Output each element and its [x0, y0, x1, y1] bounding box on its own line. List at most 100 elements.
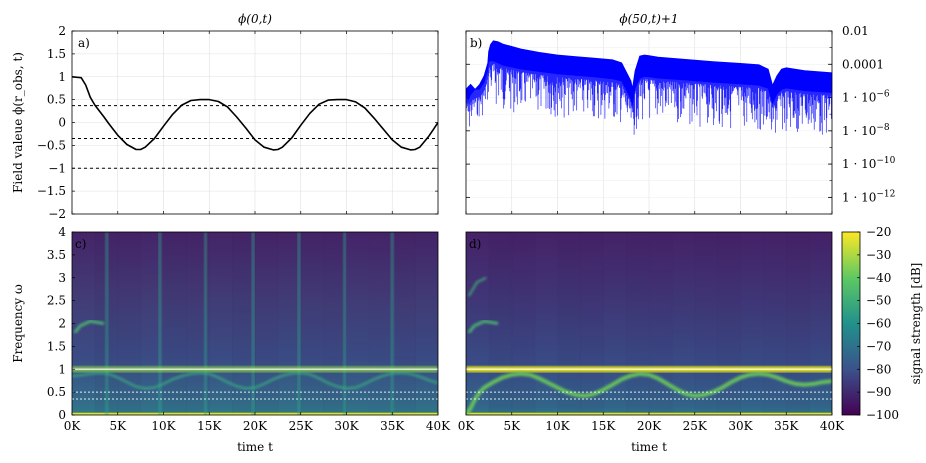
y-tick-label: 1 · 10−6	[842, 90, 890, 105]
heatmap-branch	[466, 371, 832, 415]
y-tick-label: 2	[58, 24, 66, 38]
panel-a: 2 1.5 1 0.5 0 −0.5 −1 −1.5 −2 a) ϕ(0,t) Field valeu…	[11, 12, 439, 221]
plot-frame	[465, 231, 833, 416]
y-tick-label: 1 · 10−12	[842, 189, 895, 204]
heatmap-band	[763, 232, 787, 415]
y-tick-label: −2	[48, 207, 66, 221]
panel-b: 0.01 0.0001 1 · 10−6 1 · 10−8 1 · 10−10 1 · 1…	[465, 12, 896, 215]
heatmap-band	[740, 232, 764, 415]
heatmap-streak	[158, 232, 162, 415]
y-axis-label: Frequency ω	[11, 284, 25, 363]
colorbar-tick-label: −90	[866, 385, 891, 399]
colorbar-tick-label: −30	[866, 248, 891, 262]
series-line	[466, 40, 832, 91]
y-tick-label: 3.5	[47, 248, 66, 262]
panel-label: d)	[469, 237, 481, 251]
x-tick-label: 10K	[545, 419, 570, 433]
colorbar-tick-label: −20	[866, 225, 891, 239]
heatmap-band	[809, 232, 832, 415]
y-tick-label: 1 · 10−8	[842, 123, 890, 138]
colorbar-label: signal strength [dB]	[909, 263, 923, 385]
heatmap-band	[626, 232, 650, 415]
heatmap-streak	[251, 232, 255, 415]
colorbar-tick-label: −40	[866, 271, 891, 285]
heatmap-band	[300, 232, 325, 415]
y-tick-label: 2.5	[47, 294, 66, 308]
x-tick-label: 0K	[64, 419, 82, 433]
heatmap-early-harmonic-2	[467, 276, 487, 297]
panel-title: ϕ(0,t)	[238, 12, 272, 26]
colorbar: −20 −30 −40 −50 −60 −70 −80 −90 −100 signal stren…	[841, 225, 923, 422]
y-axis-label: Field valeue ϕ(r_obs, t)	[11, 52, 25, 193]
heatmap-band	[694, 232, 719, 415]
x-tick-label: 40K	[820, 419, 845, 433]
heatmap-area	[72, 232, 438, 415]
heatmap-streak	[105, 232, 109, 415]
y-tick-label: 1 · 10−10	[842, 156, 896, 171]
heatmap-streak	[204, 232, 208, 415]
colorbar-tick-label: −70	[866, 339, 891, 353]
x-tick-label: 0K	[458, 419, 476, 433]
plot-frame	[71, 30, 439, 215]
y-tick-label: 0.0001	[842, 57, 884, 71]
x-tick-label: 30K	[334, 419, 359, 433]
x-tick-label: 10K	[151, 419, 176, 433]
heatmap-band	[369, 232, 393, 415]
heatmap-band	[255, 232, 279, 415]
series-line	[72, 76, 438, 151]
colorbar-tick-label: −80	[866, 362, 891, 376]
heatmap-band	[163, 232, 187, 415]
x-tick-label: 35K	[380, 419, 405, 433]
x-tick-label: 25K	[289, 419, 314, 433]
x-tick-label: 15K	[197, 419, 222, 433]
series-spikes	[466, 41, 832, 135]
colorbar-tick-label: −60	[866, 317, 891, 331]
x-tick-label: 40K	[426, 419, 451, 433]
plot-area	[466, 40, 832, 135]
heatmap-early-harmonic	[73, 319, 105, 334]
y-tick-label: −0.5	[37, 138, 66, 152]
heatmap-band	[415, 232, 438, 415]
plot-area	[72, 76, 438, 169]
panel-label: c)	[75, 237, 86, 251]
y-tick-label: 1	[58, 70, 66, 84]
x-tick-label: 5K	[503, 419, 521, 433]
panel-c: 0K 5K 10K 15K 20K 25K 30K 35K 40K 4 3.5 3 2.5 2 1.5 1 0.…	[11, 225, 451, 454]
x-tick-label: 20K	[243, 419, 268, 433]
panel-title: ϕ(50,t)+1	[619, 12, 678, 26]
y-tick-label: 0.5	[47, 385, 66, 399]
x-axis-label: time t	[237, 440, 273, 454]
heatmap-early-harmonic	[467, 319, 499, 334]
y-tick-label: 0.01	[842, 24, 869, 38]
y-tick-label: 3	[58, 271, 66, 285]
panel-d: 0K 5K 10K 15K 20K 25K 30K 35K 40K d) time t	[458, 231, 845, 454]
y-tick-label: 0.5	[47, 93, 66, 107]
plot-frame	[71, 231, 439, 416]
y-tick-label: 1	[58, 362, 66, 376]
x-tick-label: 20K	[637, 419, 662, 433]
panel-label: a)	[78, 36, 90, 50]
panel-label: b)	[470, 36, 482, 50]
y-tick-label: 1.5	[47, 47, 66, 61]
y-tick-label: −1.5	[37, 184, 66, 198]
colorbar-tick-label: −100	[866, 408, 899, 422]
y-tick-label: 4	[58, 225, 66, 239]
x-axis-label: time t	[631, 440, 667, 454]
heatmap-band	[786, 232, 810, 415]
y-tick-label: 0	[58, 408, 66, 422]
heatmap-band	[511, 232, 536, 415]
heatmap-background	[466, 232, 832, 415]
heatmap-streak	[297, 232, 301, 415]
heatmap-streak	[343, 232, 347, 415]
plot-frame	[465, 30, 833, 215]
x-tick-label: 35K	[774, 419, 799, 433]
y-tick-label: −1	[48, 161, 66, 175]
x-tick-label: 25K	[683, 419, 708, 433]
x-tick-label: 30K	[728, 419, 753, 433]
heatmap-area	[466, 232, 832, 415]
heatmap-band	[580, 232, 604, 415]
y-tick-label: 1.5	[47, 339, 66, 353]
x-tick-label: 15K	[591, 419, 616, 433]
y-tick-label: 0	[58, 116, 66, 130]
